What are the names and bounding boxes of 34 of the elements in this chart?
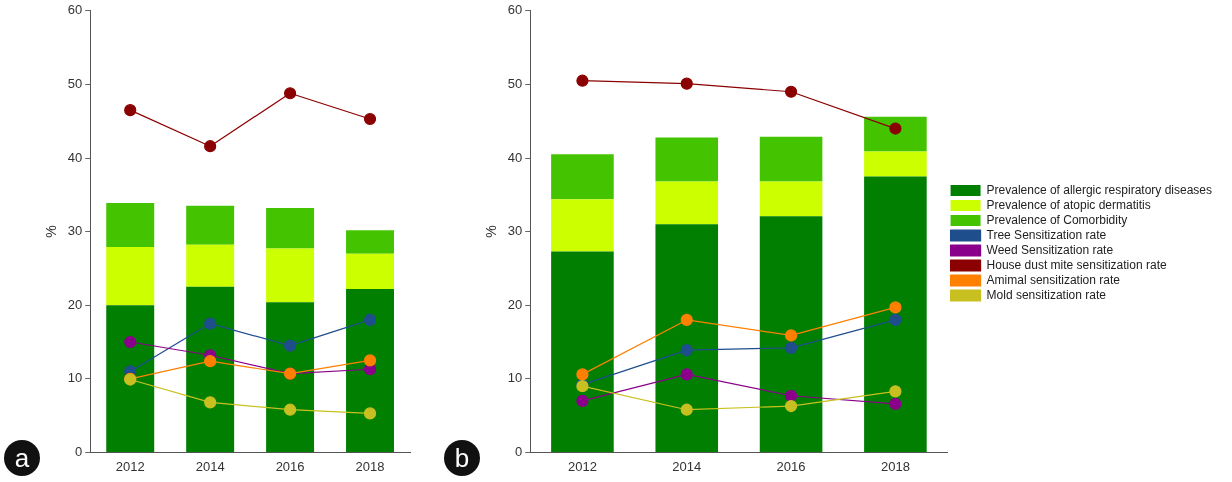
- legend-label: Weed Sensitization rate: [986, 242, 1114, 257]
- legend-label: Amimal sensitization rate: [986, 272, 1121, 287]
- y-tick-label: 60: [507, 2, 523, 18]
- x-tick-label: 2016: [275, 458, 305, 474]
- y-tick-label: 0: [75, 443, 83, 459]
- legend-label: Mold sensitization rate: [986, 287, 1107, 302]
- y-tick-label: 20: [67, 296, 83, 312]
- legend-label: Prevalence of Comorbidity: [986, 212, 1128, 227]
- y-tick-label: 20: [507, 296, 523, 312]
- y-tick-label: 10: [507, 370, 523, 386]
- y-tick-label: 40: [67, 149, 83, 165]
- y-axis-title: %: [43, 225, 60, 238]
- y-tick-label: 50: [67, 75, 83, 91]
- legend-label: Tree Sensitization rate: [986, 227, 1107, 242]
- y-tick-label: 50: [507, 75, 523, 91]
- y-tick-label: 60: [67, 2, 83, 18]
- y-tick-label: 30: [507, 223, 523, 239]
- y-tick-label: 30: [67, 223, 83, 239]
- y-tick-label: 10: [67, 370, 83, 386]
- y-tick-label: 40: [507, 149, 523, 165]
- x-tick-label: 2012: [115, 458, 145, 474]
- x-tick-label: 2014: [195, 458, 225, 474]
- text: b: [444, 440, 480, 476]
- x-tick-label: 2012: [567, 458, 597, 474]
- x-tick-label: 2016: [776, 458, 806, 474]
- x-tick-label: 2014: [672, 458, 702, 474]
- x-tick-label: 2018: [355, 458, 385, 474]
- text: a: [4, 440, 40, 476]
- legend-label: House dust mite sensitization rate: [986, 257, 1167, 272]
- y-axis-title: %: [483, 225, 500, 238]
- y-tick-label: 0: [515, 443, 523, 459]
- x-tick-label: 2018: [880, 458, 910, 474]
- legend-label: Prevalence of atopic dermatitis: [986, 197, 1151, 212]
- legend-label: Prevalence of allergic respiratory diseases: [986, 182, 1213, 197]
